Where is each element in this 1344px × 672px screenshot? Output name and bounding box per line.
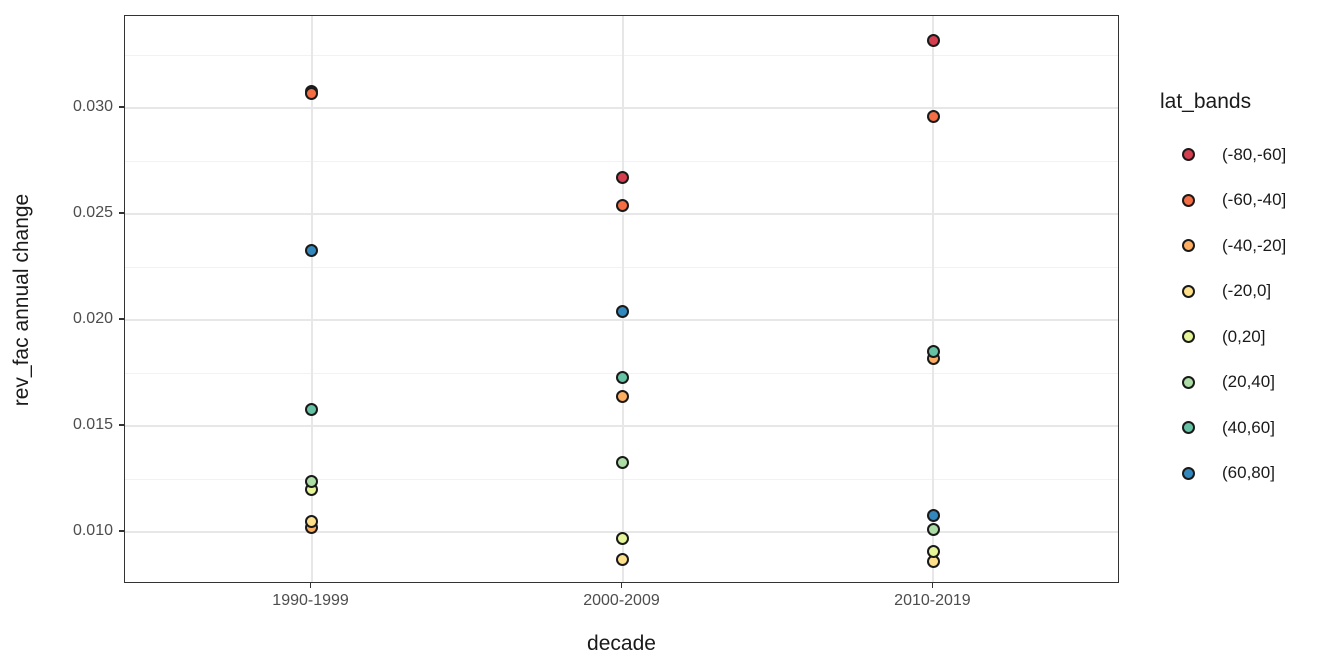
data-point (926, 544, 940, 558)
legend-label: (-40,-20] (1222, 235, 1287, 255)
legend: lat_bands (-80,-60] (-60,-40] (-40,-20] (-2… (1160, 90, 1286, 496)
gridline-major-vertical (932, 16, 935, 582)
legend-items: (-80,-60] (-60,-40] (-40,-20] (-20,0] (0,20]… (1160, 132, 1286, 496)
legend-label: (40,60] (1222, 417, 1275, 437)
legend-key-icon (1182, 284, 1195, 298)
data-point (305, 402, 319, 416)
legend-key-icon (1182, 193, 1195, 207)
legend-label: (-80,-60] (1222, 144, 1287, 164)
legend-item: (-60,-40] (1160, 178, 1286, 224)
y-tick-label: 0.015 (72, 416, 113, 434)
y-tick-label: 0.010 (72, 522, 113, 540)
data-point (305, 243, 319, 257)
data-point (926, 523, 940, 537)
data-point (926, 345, 940, 359)
legend-key-icon (1182, 421, 1195, 435)
legend-item: (-20,0] (1160, 269, 1286, 315)
legend-item: (20,40] (1160, 360, 1286, 406)
legend-key-icon (1182, 239, 1195, 253)
plot-panel (124, 15, 1119, 583)
gridline-major-vertical (310, 16, 313, 582)
x-axis-tick (309, 583, 312, 588)
data-point (616, 171, 629, 185)
legend-label: (-20,0] (1222, 281, 1272, 301)
y-tick-label: 0.020 (72, 310, 113, 328)
legend-label: (0,20] (1222, 326, 1266, 346)
legend-item: (-40,-20] (1160, 223, 1286, 269)
data-point (926, 508, 940, 522)
data-point (616, 389, 629, 403)
data-point (616, 370, 629, 384)
data-point (305, 86, 319, 100)
legend-key-icon (1182, 330, 1195, 344)
data-point (926, 109, 940, 123)
x-tick-label: 2000-2009 (583, 592, 660, 609)
y-axis-tick (119, 424, 124, 426)
legend-key-icon (1182, 148, 1195, 162)
legend-key-icon (1182, 375, 1195, 389)
x-axis-title: decade (587, 632, 656, 655)
data-point (926, 33, 940, 47)
x-axis-tick (931, 583, 934, 588)
data-point (616, 553, 629, 567)
legend-label: (-60,-40] (1222, 190, 1287, 210)
y-axis-tick (119, 106, 124, 108)
data-point (616, 531, 629, 545)
data-point (616, 455, 629, 469)
y-axis-tick (119, 212, 124, 214)
legend-title: lat_bands (1160, 90, 1252, 113)
y-axis-tick (119, 318, 124, 320)
legend-item: (60,80] (1160, 451, 1286, 497)
data-point (305, 474, 319, 488)
x-tick-label: 2010-2019 (894, 592, 971, 609)
y-axis-tick (119, 530, 124, 532)
legend-item: (0,20] (1160, 314, 1286, 360)
data-point (305, 514, 319, 528)
legend-item: (-80,-60] (1160, 132, 1286, 178)
data-point (616, 305, 629, 319)
legend-label: (60,80] (1222, 463, 1275, 483)
x-tick-label: 1990-1999 (272, 592, 349, 609)
gridline-major-vertical (621, 16, 624, 582)
y-tick-label: 0.025 (72, 204, 113, 222)
y-axis-title: rev_fac annual change (10, 193, 33, 407)
legend-item: (40,60] (1160, 405, 1286, 451)
legend-key-icon (1182, 466, 1195, 480)
legend-label: (20,40] (1222, 372, 1275, 392)
x-axis-tick (620, 583, 623, 588)
y-tick-label: 0.030 (72, 98, 113, 116)
data-point (616, 199, 629, 213)
